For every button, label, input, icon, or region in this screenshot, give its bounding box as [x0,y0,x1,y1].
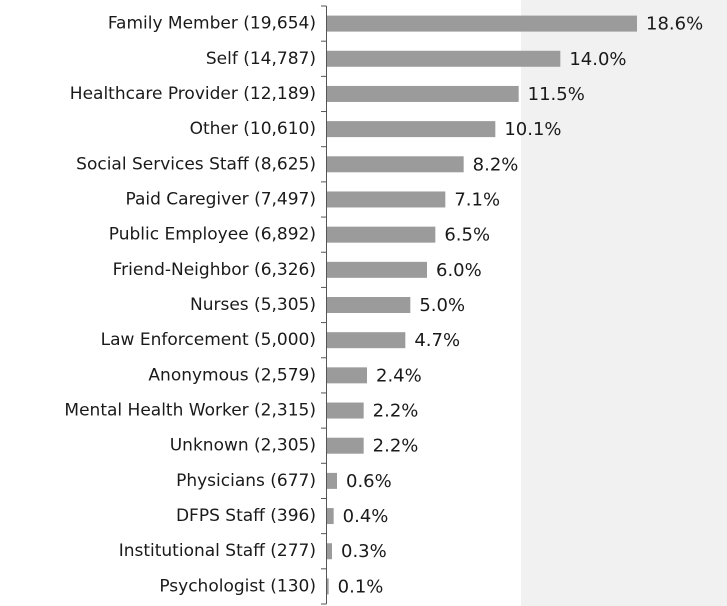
value-label: 2.2% [373,401,419,422]
bar [327,472,337,489]
category-label: Family Member (19,654) [108,14,316,34]
value-label: 0.3% [341,541,387,562]
bar [327,297,411,313]
value-label: 7.1% [454,189,500,210]
value-label: 4.7% [414,330,460,351]
value-label: 8.2% [473,154,519,175]
category-label: DFPS Staff (396) [176,506,316,526]
value-label: 6.0% [436,260,482,281]
bar [327,226,436,243]
value-label: 5.0% [419,295,465,316]
category-label: Healthcare Provider (12,189) [70,84,316,104]
bar [327,508,334,525]
category-label: Other (10,610) [190,119,316,139]
bar [327,332,406,349]
bar [327,50,561,67]
value-label: 2.2% [373,436,419,457]
value-label: 0.4% [343,506,389,527]
bar [327,367,367,384]
category-label: Unknown (2,305) [170,436,316,456]
bar [327,191,446,208]
value-label: 2.4% [376,365,422,386]
value-label: 14.0% [569,49,626,70]
category-label: Law Enforcement (5,000) [101,330,316,350]
bar [327,578,329,595]
category-label: Institutional Staff (277) [119,541,316,561]
category-label: Anonymous (2,579) [148,365,316,385]
category-label: Friend-Neighbor (6,326) [113,260,316,280]
category-label: Paid Caregiver (7,497) [125,189,316,209]
bar [327,543,332,560]
plot-background [521,0,727,606]
bar [327,15,637,32]
value-label: 10.1% [504,119,561,140]
category-label: Social Services Staff (8,625) [76,154,316,174]
category-label: Self (14,787) [206,49,316,69]
category-label: Psychologist (130) [159,576,316,596]
value-label: 0.1% [338,576,384,597]
value-label: 18.6% [646,14,703,35]
bar [327,402,364,419]
bar [327,261,427,278]
bar [327,437,364,454]
bar [327,121,496,138]
value-label: 11.5% [528,84,585,105]
category-label: Public Employee (6,892) [109,225,316,245]
value-label: 6.5% [444,225,490,246]
category-label: Mental Health Worker (2,315) [64,401,316,421]
category-label: Physicians (677) [176,471,316,491]
value-label: 0.6% [346,471,392,492]
bar [327,156,464,173]
bar [327,85,519,102]
category-label: Nurses (5,305) [190,295,316,315]
